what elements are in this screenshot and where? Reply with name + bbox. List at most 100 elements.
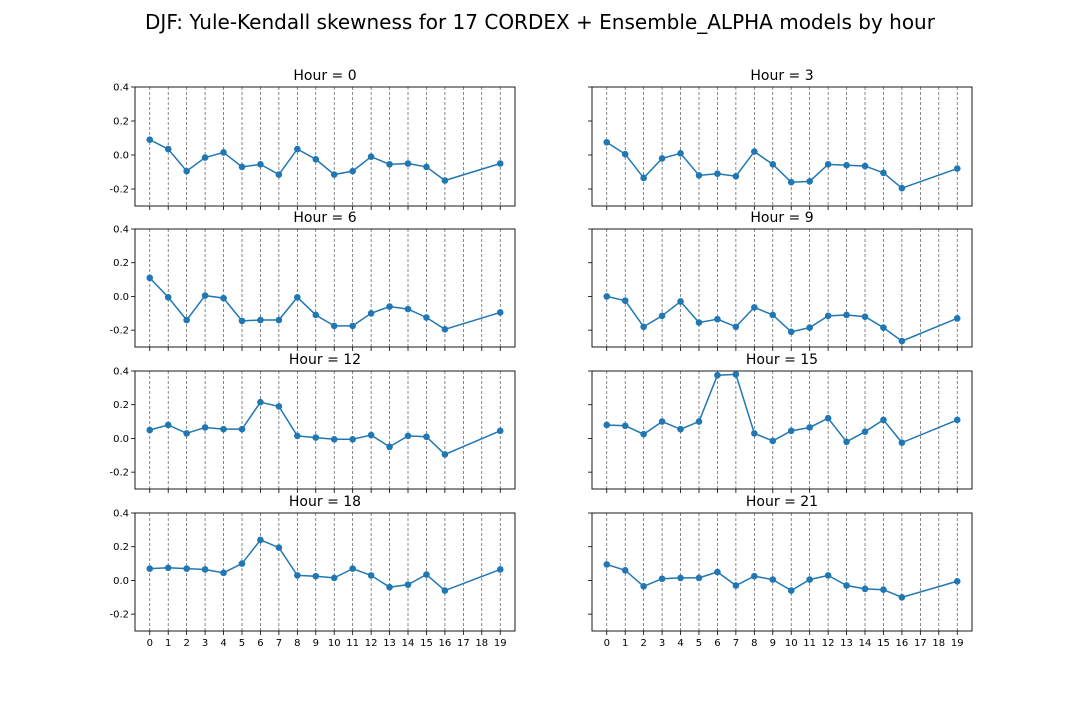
y-tick-label: 0.4	[113, 509, 129, 520]
data-point	[220, 425, 227, 433]
data-point	[423, 433, 430, 441]
data-point	[621, 150, 629, 158]
data-point	[621, 297, 629, 304]
data-point	[441, 451, 449, 458]
data-point	[294, 145, 301, 153]
x-tick-label: 13	[840, 638, 853, 649]
data-point	[349, 322, 356, 330]
data-point	[695, 574, 703, 582]
figure-title: DJF: Yule-Kendall skewness for 17 CORDEX…	[145, 10, 936, 34]
series-line	[606, 141, 958, 189]
data-point	[386, 443, 393, 451]
x-tick-label: 16	[439, 638, 452, 649]
x-tick-label: 9	[770, 638, 776, 649]
data-point	[695, 172, 703, 179]
data-point	[658, 155, 666, 162]
data-point	[423, 571, 430, 578]
x-tick-label: 10	[328, 638, 341, 649]
x-tick-label: 18	[932, 638, 945, 649]
x-tick-label: 2	[183, 638, 189, 649]
subplot-title: Hour = 9	[750, 210, 813, 226]
data-point	[404, 581, 412, 588]
x-tick-label: 19	[494, 638, 507, 649]
data-point	[330, 322, 338, 330]
data-point	[164, 564, 172, 572]
data-point	[294, 432, 301, 440]
y-tick-label: 0.2	[113, 400, 129, 411]
axes-frame	[591, 370, 973, 490]
data-point	[603, 561, 611, 568]
data-point	[423, 314, 430, 321]
data-point	[787, 427, 795, 435]
data-point	[880, 416, 887, 424]
x-tick-label: 1	[165, 638, 171, 649]
y-tick-label: 0.2	[113, 542, 129, 553]
data-point	[769, 161, 777, 168]
data-point	[312, 572, 320, 580]
data-point	[238, 425, 246, 433]
data-point	[183, 316, 190, 324]
subplot-title: Hour = 18	[289, 494, 361, 510]
data-point	[367, 309, 375, 317]
subplot-title: Hour = 6	[293, 210, 356, 226]
data-point	[220, 569, 227, 577]
x-tick-label: 17	[914, 638, 927, 649]
data-point	[843, 311, 850, 319]
data-point	[330, 171, 338, 178]
data-point	[441, 326, 449, 333]
data-point	[441, 587, 449, 594]
data-point	[146, 565, 154, 572]
subplot-title: Hour = 3	[750, 68, 813, 84]
data-point	[880, 324, 887, 331]
subplot-title: Hour = 0	[293, 68, 356, 84]
data-point	[640, 583, 647, 590]
data-point	[164, 293, 172, 301]
subplot-title: Hour = 12	[289, 352, 361, 368]
data-point	[183, 565, 190, 572]
data-point	[824, 414, 832, 422]
x-tick-label: 8	[294, 638, 300, 649]
data-point	[953, 577, 961, 585]
subplot-panel: Hour = 6 -0.2 0.0 0.2 0.4	[109, 210, 516, 351]
subplot-panel: Hour = 9	[588, 210, 973, 351]
x-tick-label: 15	[420, 638, 433, 649]
data-point	[294, 572, 301, 579]
data-point	[603, 293, 611, 300]
axes-frame	[134, 370, 516, 490]
data-point	[201, 424, 209, 431]
data-point	[496, 427, 504, 435]
data-point	[238, 163, 246, 171]
data-point	[714, 170, 721, 177]
data-point	[658, 575, 666, 583]
x-tick-label: 3	[202, 638, 208, 649]
data-point	[386, 303, 393, 310]
data-point	[621, 422, 629, 430]
data-point	[275, 403, 283, 410]
series-line	[149, 139, 501, 182]
data-point	[423, 163, 430, 171]
subplot-panel: Hour = 180 1 2 3 4 5 6 7 8 9 10 11 12 13 14 15 16 17 18 19-…	[109, 494, 516, 649]
x-tick-label: 12	[822, 638, 835, 649]
data-point	[201, 566, 209, 573]
data-point	[441, 177, 449, 184]
data-point	[367, 153, 375, 160]
data-point	[953, 165, 961, 172]
data-point	[677, 298, 684, 305]
subplot-panel: Hour = 12 -0.2 0.0 0.2 0.4	[109, 352, 516, 493]
x-tick-label: 12	[365, 638, 378, 649]
axes-frame	[134, 86, 516, 207]
y-tick-label: 0.0	[113, 434, 129, 445]
data-point	[751, 430, 758, 437]
data-point	[787, 328, 795, 336]
subplot-panel: Hour = 15	[588, 352, 973, 493]
data-point	[349, 167, 356, 175]
x-tick-label: 17	[457, 638, 470, 649]
data-point	[275, 316, 283, 324]
y-tick-label: 0.0	[113, 576, 129, 587]
data-point	[658, 312, 666, 320]
subplot-grid: Hour = 0 -0.2 0.0 0.2 0.4 Hour = 3 Hour = 6 -0.…	[109, 68, 973, 649]
y-tick-label: 0.0	[113, 151, 129, 162]
data-point	[603, 138, 611, 146]
subplot-panel: Hour = 3	[588, 68, 973, 210]
data-point	[861, 428, 869, 435]
